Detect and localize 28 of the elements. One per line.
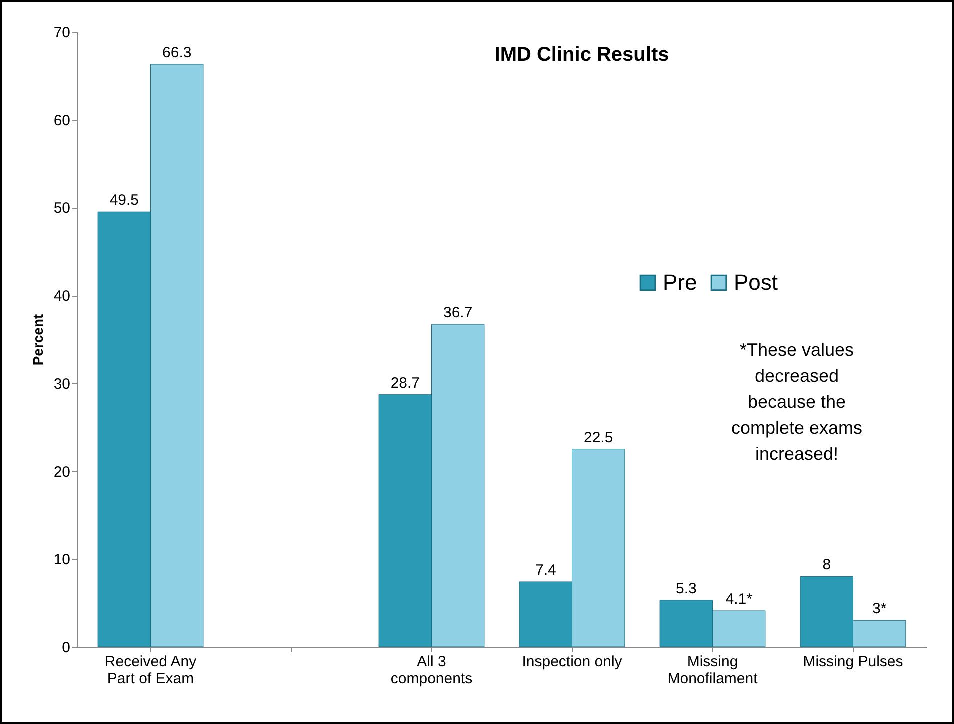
- y-tick-label: 50: [54, 200, 70, 218]
- y-tick-label: 10: [54, 552, 70, 569]
- y-tick-label: 60: [54, 112, 70, 130]
- x-tick-label: Missing Pulses: [803, 654, 904, 670]
- legend-label: Post: [734, 270, 778, 295]
- data-label: 66.3: [162, 44, 192, 62]
- x-tick-label: Inspection only: [522, 654, 623, 670]
- legend-label: Pre: [663, 270, 698, 295]
- data-label: 49.5: [110, 192, 140, 210]
- data-label: 5.3: [676, 580, 697, 598]
- y-tick-label: 20: [54, 464, 70, 481]
- x-tick-label: Received Any Part of Exam: [104, 654, 198, 688]
- x-tick-label: All 3 components: [390, 654, 473, 688]
- data-label: 28.7: [390, 374, 420, 392]
- annotation: *These values decreased because the complete exams increased!: [731, 340, 863, 464]
- data-label: 4.1*: [726, 590, 753, 608]
- data-label: 36.7: [443, 304, 473, 322]
- data-label: 22.5: [584, 429, 614, 446]
- y-tick-label: 40: [54, 288, 70, 306]
- y-tick-label: 30: [54, 376, 70, 393]
- y-tick-label: 70: [54, 24, 70, 42]
- data-label: 3*: [872, 600, 887, 618]
- y-tick-label: 0: [62, 640, 70, 656]
- y-axis-title: Percent: [30, 314, 46, 366]
- text: IMD Clinic Results: [494, 44, 670, 66]
- data-label: 7.4: [535, 562, 556, 579]
- x-tick-label: Missing Monofilament: [668, 654, 759, 688]
- data-label: 8: [822, 556, 832, 574]
